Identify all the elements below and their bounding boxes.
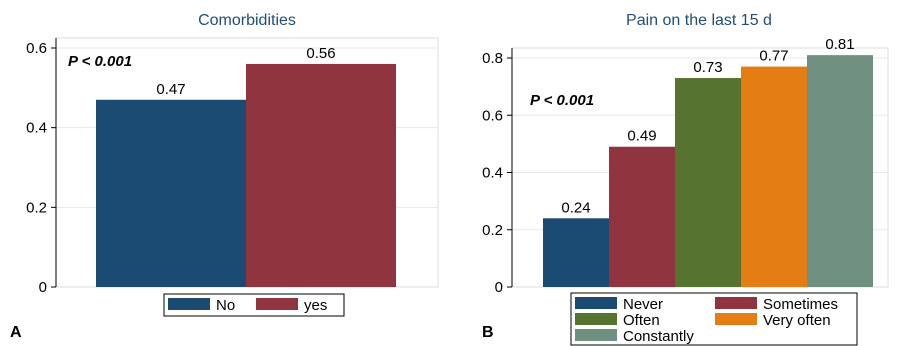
data-label: 0.73 — [693, 59, 722, 76]
legend-swatch — [575, 329, 617, 341]
legend-swatch — [715, 297, 757, 309]
legend-swatch — [575, 297, 617, 309]
panel-label: A — [10, 324, 22, 341]
panel-label: B — [482, 324, 494, 341]
legend-label: Often — [623, 312, 660, 329]
legend-box — [570, 292, 858, 346]
bar-often — [675, 78, 741, 287]
y-tick-label: 0.6 — [26, 40, 47, 57]
y-tick-label: 0.8 — [482, 50, 503, 67]
legend-label: Sometimes — [763, 296, 838, 313]
data-label: 0.77 — [759, 48, 788, 65]
legend-swatch — [256, 298, 298, 310]
bar-very-often — [741, 66, 807, 288]
chart-title: Comorbidities — [198, 12, 296, 29]
legend-label: No — [216, 297, 235, 314]
data-label: 0.24 — [561, 199, 590, 216]
legend-label: Constantly — [623, 328, 694, 345]
data-label: 0.56 — [306, 45, 335, 62]
bar-never — [543, 218, 609, 287]
y-tick-label: 0.4 — [26, 120, 47, 137]
legend-label: yes — [304, 297, 327, 314]
bar-constantly — [807, 55, 873, 288]
chart-title: Pain on the last 15 d — [626, 12, 772, 29]
y-tick-label: 0 — [495, 279, 503, 296]
p-value-annotation: P < 0.001 — [68, 53, 132, 70]
bar-yes — [246, 63, 396, 287]
legend-label: Never — [623, 296, 663, 313]
data-label: 0.49 — [627, 128, 656, 145]
y-tick-label: 0 — [39, 279, 47, 296]
legend-swatch — [168, 298, 210, 310]
legend-label: Very often — [763, 312, 831, 329]
bar-sometimes — [609, 146, 675, 287]
y-tick-label: 0.4 — [482, 165, 503, 182]
legend-swatch — [715, 313, 757, 325]
data-label: 0.47 — [156, 81, 185, 98]
bar-no — [96, 99, 246, 288]
data-label: 0.81 — [825, 36, 854, 53]
y-tick-label: 0.2 — [482, 222, 503, 239]
y-tick-label: 0.6 — [482, 107, 503, 124]
legend-swatch — [575, 313, 617, 325]
y-tick-label: 0.2 — [26, 199, 47, 216]
p-value-annotation: P < 0.001 — [530, 92, 594, 109]
